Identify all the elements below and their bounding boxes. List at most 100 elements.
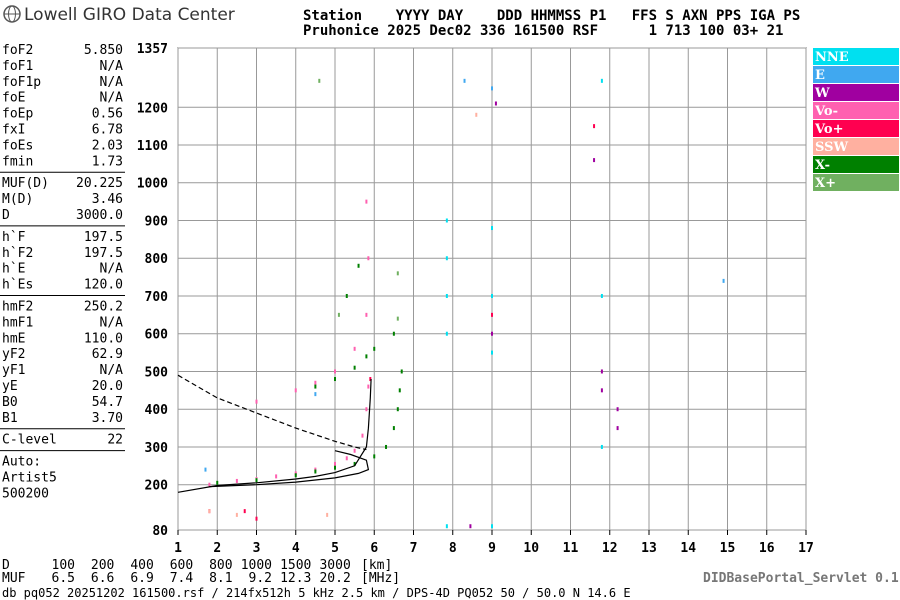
- y-tick-label: 900: [145, 214, 169, 229]
- servlet: DIDBasePortal_Servlet 0.1: [703, 571, 899, 586]
- echo-point: [600, 444, 603, 449]
- echo-point: [334, 465, 336, 470]
- param-value: 3.70: [92, 411, 123, 426]
- echo-point: [400, 369, 403, 374]
- param-name: foF1: [2, 59, 33, 74]
- auto-text: Auto:: [2, 455, 41, 470]
- legend-swatch: [813, 138, 899, 155]
- d-value: 200: [91, 558, 114, 573]
- profile-curve: [209, 450, 370, 488]
- param-value: 54.7: [92, 395, 123, 410]
- muf-value: 8.1: [209, 571, 232, 586]
- logo-icon: [3, 5, 21, 23]
- legend-swatch: [813, 66, 899, 83]
- x-tick-label: 13: [641, 541, 657, 556]
- param-name: foF1p: [2, 75, 41, 90]
- echo-point: [396, 271, 399, 276]
- auto-text: Artist5: [2, 471, 57, 486]
- param-name: foE: [2, 91, 25, 106]
- legend-swatch: [813, 84, 899, 101]
- y-tick-label: 300: [145, 441, 169, 456]
- param-value: 3.46: [92, 192, 123, 207]
- x-tick-label: 12: [602, 541, 618, 556]
- echo-point: [367, 256, 370, 261]
- echo-point: [353, 448, 356, 453]
- echo-point: [275, 474, 278, 479]
- param-name: h`E: [2, 262, 25, 277]
- echo-point: [494, 101, 497, 106]
- x-tick-label: 5: [331, 541, 339, 556]
- echo-point: [369, 377, 372, 382]
- echo-point: [445, 331, 448, 336]
- param-name: h`Es: [2, 278, 33, 293]
- echo-point: [204, 467, 207, 472]
- x-tick-label: 7: [410, 541, 418, 556]
- echo-point: [722, 278, 725, 283]
- param-name: B0: [2, 395, 18, 410]
- echo-point: [235, 478, 238, 483]
- x-tick-label: 9: [488, 541, 496, 556]
- legend-swatch: [813, 48, 899, 65]
- x-tick-label: 2: [213, 541, 221, 556]
- muf-value: 6.9: [130, 571, 153, 586]
- legend-label: NNE: [815, 50, 849, 65]
- echo-point: [392, 331, 395, 336]
- param-name: yF1: [2, 363, 25, 378]
- echo-point: [353, 346, 356, 351]
- echo-point: [255, 478, 258, 483]
- echo-point: [208, 482, 211, 487]
- param-value: 2.03: [92, 138, 123, 153]
- echo-point: [353, 461, 356, 466]
- echo-point: [367, 384, 370, 389]
- param-value: 5.850: [84, 43, 123, 58]
- echo-point: [445, 218, 448, 223]
- x-tick-label: 17: [798, 541, 814, 556]
- param-value: 197.5: [84, 246, 123, 261]
- echo-point: [337, 312, 340, 317]
- legend-label: E: [815, 68, 825, 83]
- legend-swatch: [813, 102, 899, 119]
- param-value: 22: [107, 433, 123, 448]
- muf-value: 7.4: [170, 571, 194, 586]
- echo-point: [475, 112, 478, 117]
- echo-point: [255, 516, 258, 521]
- echo-point: [326, 512, 329, 517]
- y-tick-label: 800: [145, 252, 169, 267]
- echo-point: [616, 426, 619, 431]
- param-name: hmF2: [2, 300, 33, 315]
- param-name: MUF(D): [2, 176, 49, 191]
- echo-point: [593, 124, 596, 129]
- param-value: N/A: [100, 91, 124, 106]
- param-value: N/A: [100, 363, 124, 378]
- echo-point: [398, 388, 401, 393]
- echo-point: [357, 263, 360, 268]
- x-tick-label: 6: [370, 541, 378, 556]
- y-tick-label: 600: [145, 328, 169, 343]
- echo-point: [491, 312, 493, 317]
- y-tick-label: 700: [145, 290, 169, 305]
- legend-label: Vo-: [814, 104, 838, 119]
- muf-value: 6.5: [52, 571, 75, 586]
- y-tick-label: 200: [145, 479, 169, 494]
- param-value: N/A: [100, 75, 124, 90]
- d-value: 400: [130, 558, 153, 573]
- header-line: Station YYYY DAY DDD HHMMSS P1 FFS S AXN…: [303, 8, 800, 24]
- legend-label: SSW: [815, 140, 848, 155]
- echo-point: [491, 350, 493, 355]
- echo-point: [445, 256, 448, 261]
- y-tick-label: 1200: [137, 101, 168, 116]
- echo-point: [243, 509, 246, 514]
- echo-point: [600, 293, 603, 298]
- echo-point: [373, 346, 376, 351]
- d-value: 1000: [241, 558, 272, 573]
- auto-text: 500200: [2, 487, 49, 502]
- echo-point: [334, 369, 336, 374]
- param-value: 110.0: [84, 331, 123, 346]
- param-name: fxI: [2, 123, 25, 138]
- param-name: D: [2, 208, 10, 223]
- echo-point: [445, 293, 448, 298]
- y-tick-label: 80: [152, 524, 168, 539]
- echo-point: [353, 365, 356, 370]
- x-tick-label: 8: [449, 541, 457, 556]
